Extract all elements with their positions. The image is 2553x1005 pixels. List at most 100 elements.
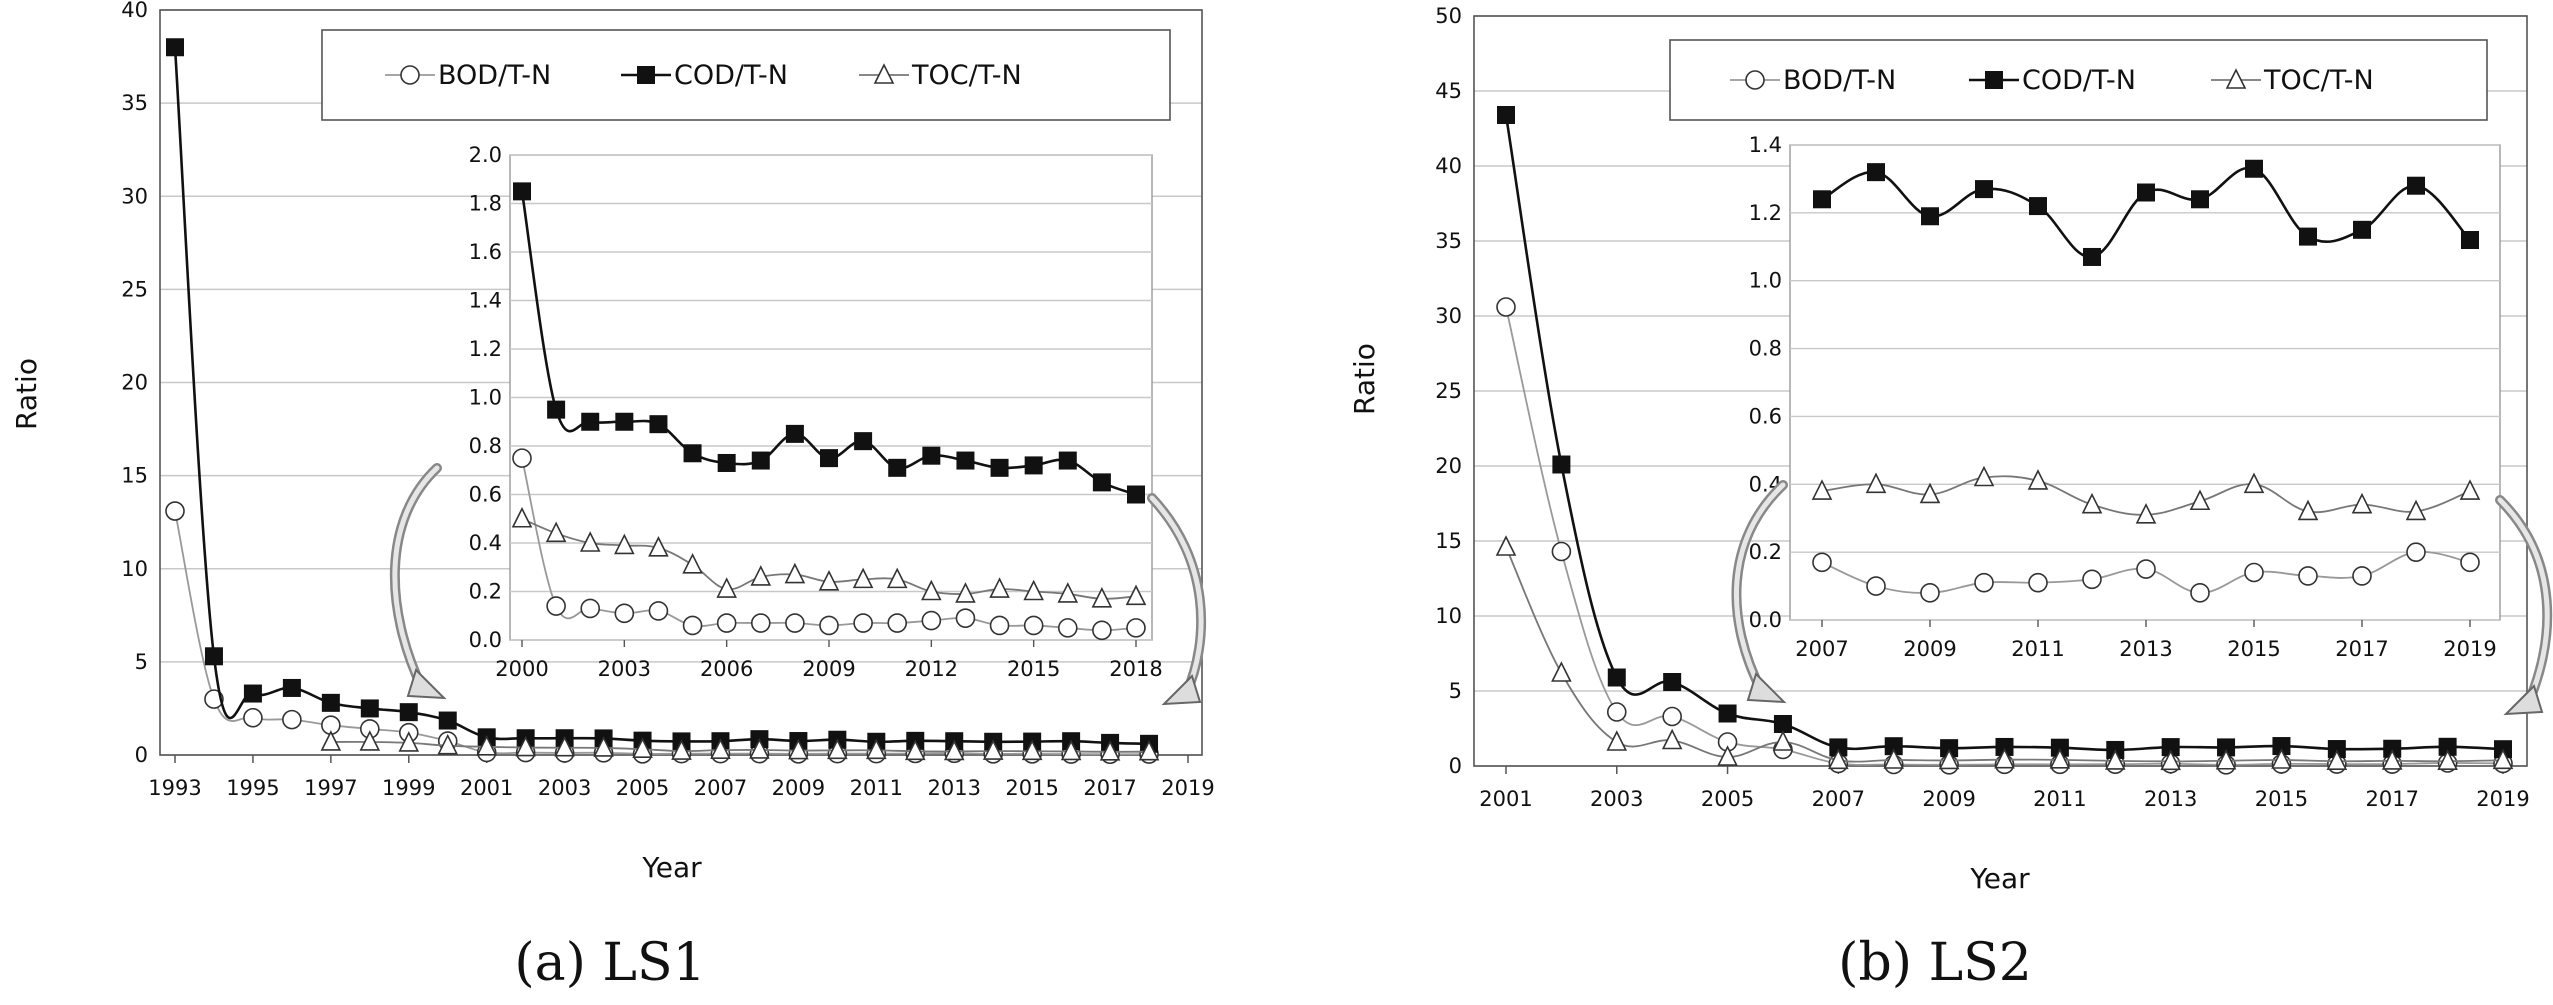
callout-arrow-highlight — [1149, 495, 1204, 697]
data-point-toc-t-n — [750, 565, 772, 586]
data-point-cod-t-n — [513, 182, 531, 201]
data-point-cod-t-n — [1024, 456, 1043, 475]
data-point-toc-t-n — [1973, 465, 1995, 487]
legend-box — [321, 29, 1171, 121]
inset-y-tick-label: 1.2 — [469, 337, 502, 361]
data-point-toc-t-n — [682, 553, 703, 574]
inset-y-tick-label: 0.0 — [1749, 608, 1782, 632]
data-point-bod-t-n — [1606, 702, 1627, 722]
data-point-bod-t-n — [204, 689, 224, 709]
data-point-toc-t-n — [511, 506, 533, 528]
inset-x-tick-label: 2013 — [2119, 637, 2172, 661]
callout-arrow — [389, 463, 442, 693]
data-point-toc-t-n — [904, 739, 926, 761]
data-point-toc-t-n — [2049, 748, 2071, 769]
y-axis-label: Ratio — [10, 358, 43, 430]
data-point-bod-t-n — [682, 615, 703, 636]
inset-y-tick-label: 0.6 — [469, 483, 502, 507]
x-tick-label: 2007 — [1812, 787, 1865, 811]
legend-marker-toc-t-n — [873, 63, 895, 84]
legend-label: BOD/T-N — [438, 60, 551, 91]
panel-caption: (a) LS1 — [514, 933, 705, 993]
data-point-toc-t-n — [852, 567, 874, 589]
data-point-toc-t-n — [784, 562, 806, 584]
legend-marker-toc-t-n — [2225, 68, 2247, 89]
data-point-cod-t-n — [2029, 197, 2047, 216]
data-point-toc-t-n — [2271, 748, 2292, 769]
data-point-toc-t-n — [943, 739, 965, 761]
data-point-toc-t-n — [1883, 748, 1905, 769]
data-point-cod-t-n — [360, 699, 379, 718]
y-axis-label: Ratio — [1348, 343, 1381, 415]
data-point-bod-t-n — [2082, 569, 2102, 590]
data-point-toc-t-n — [827, 738, 848, 760]
data-point-toc-t-n — [648, 536, 669, 557]
data-point-bod-t-n — [1057, 618, 1078, 638]
data-point-bod-t-n — [1662, 706, 1682, 727]
inset-x-tick-label: 2018 — [1109, 657, 1162, 681]
data-point-cod-t-n — [649, 415, 668, 434]
data-point-bod-t-n — [2298, 566, 2318, 586]
data-point-toc-t-n — [716, 577, 737, 598]
data-point-cod-t-n — [1773, 715, 1792, 733]
inset-y-tick-label: 0.0 — [469, 628, 502, 652]
y-tick-label: 40 — [121, 0, 148, 22]
data-point-toc-t-n — [2215, 748, 2237, 770]
data-point-cod-t-n — [1718, 704, 1737, 723]
x-tick-label: 2011 — [850, 776, 903, 800]
data-point-toc-t-n — [1772, 730, 1794, 751]
data-point-toc-t-n — [1717, 745, 1738, 766]
data-point-cod-t-n — [1092, 473, 1111, 492]
data-point-bod-t-n — [1974, 572, 1994, 593]
data-point-toc-t-n — [1021, 739, 1043, 761]
data-point-toc-t-n — [818, 570, 840, 591]
data-point-bod-t-n — [2244, 562, 2264, 583]
x-tick-label: 2005 — [616, 776, 669, 800]
data-point-cod-t-n — [1867, 163, 1885, 182]
data-point-cod-t-n — [2191, 190, 2209, 209]
data-point-cod-t-n — [1975, 180, 1993, 199]
inset-x-tick-label: 2000 — [495, 657, 548, 681]
legend-marker-bod-t-n — [400, 65, 420, 85]
data-point-cod-t-n — [243, 684, 262, 703]
y-tick-label: 0 — [135, 743, 148, 767]
data-point-bod-t-n — [819, 615, 839, 636]
x-tick-label: 2015 — [1005, 776, 1058, 800]
data-point-toc-t-n — [398, 731, 420, 752]
inset-y-tick-label: 0.2 — [1749, 540, 1782, 564]
x-tick-label: 2001 — [460, 776, 513, 800]
y-tick-label: 20 — [121, 371, 148, 395]
x-tick-label: 2017 — [1083, 776, 1136, 800]
x-axis-label: Year — [1969, 862, 2030, 895]
data-point-toc-t-n — [545, 521, 567, 543]
data-point-toc-t-n — [1828, 748, 1849, 770]
legend-label: COD/T-N — [2022, 65, 2136, 96]
data-point-bod-t-n — [921, 610, 942, 631]
y-tick-label: 25 — [1435, 379, 1462, 403]
data-point-toc-t-n — [1938, 748, 1960, 770]
data-point-cod-t-n — [2407, 176, 2425, 195]
inset-y-tick-label: 1.6 — [469, 240, 502, 264]
data-point-cod-t-n — [615, 412, 634, 431]
data-point-bod-t-n — [2460, 552, 2480, 573]
data-point-cod-t-n — [2272, 737, 2291, 756]
inset-y-tick-label: 0.8 — [469, 434, 502, 458]
data-point-toc-t-n — [788, 738, 809, 760]
y-tick-label: 15 — [1435, 529, 1462, 553]
data-point-cod-t-n — [1813, 190, 1831, 209]
inset-y-tick-label: 1.8 — [469, 192, 502, 216]
data-point-bod-t-n — [955, 608, 976, 628]
data-point-cod-t-n — [547, 400, 566, 419]
data-point-toc-t-n — [1138, 739, 1160, 761]
data-point-toc-t-n — [2160, 749, 2181, 771]
data-point-toc-t-n — [1060, 739, 1082, 761]
y-tick-label: 25 — [121, 277, 148, 301]
data-point-bod-t-n — [282, 709, 302, 730]
data-point-cod-t-n — [2299, 227, 2317, 246]
panel-a: 0 5 10 15 20 25 30 35 40 1993 1995 1997 1999 2001 2003… — [10, 0, 1215, 993]
data-point-toc-t-n — [886, 567, 908, 589]
data-point-toc-t-n — [1551, 661, 1572, 682]
data-point-toc-t-n — [1099, 740, 1121, 761]
inset-y-tick-label: 1.4 — [1749, 133, 1782, 157]
